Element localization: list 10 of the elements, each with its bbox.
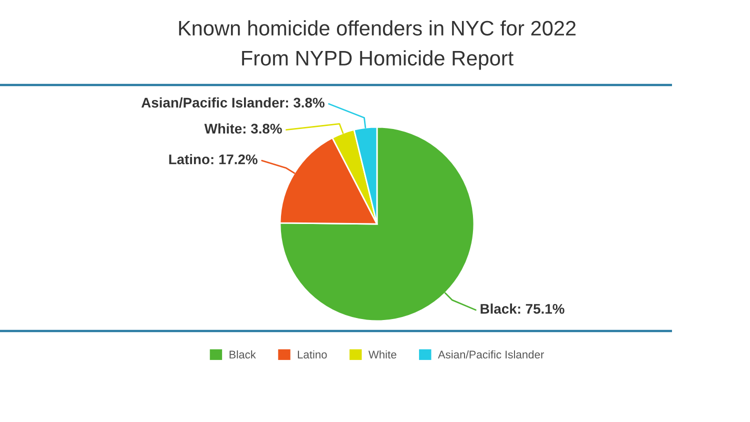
- data-label: Asian/Pacific Islander: 3.8%: [141, 97, 324, 108]
- chart-subtitle: From NYPD Homicide Report: [242, 50, 514, 70]
- data-label: Latino: 17.2%: [169, 154, 258, 164]
- legend-label: White: [368, 350, 396, 359]
- data-label: Black: 75.1%: [480, 304, 564, 314]
- legend-label: Black: [230, 350, 256, 359]
- data-label: White: 3.8%: [204, 123, 282, 134]
- chart-title: Known homicide offenders in NYC for 2022: [179, 20, 576, 36]
- legend-label: Latino: [298, 350, 327, 359]
- legend-label: Asian/Pacific Islander: [438, 350, 544, 359]
